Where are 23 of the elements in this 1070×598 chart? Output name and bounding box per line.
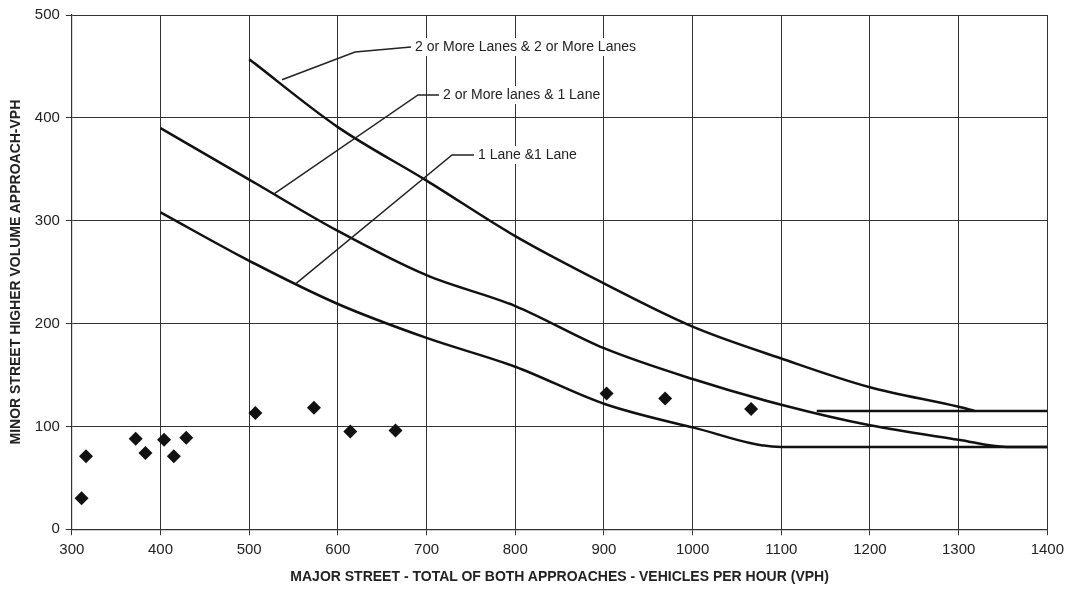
y-tick-label: 500 [34, 5, 60, 23]
annotation: 2 or More Lanes & 2 or More Lanes [415, 37, 637, 54]
x-tick-label: 800 [502, 540, 528, 558]
y-tick-label: 400 [34, 107, 60, 125]
y-tick-label: 300 [34, 210, 60, 228]
annotation: 1 Lane &1 Lane [478, 145, 578, 162]
x-tick-label: 500 [236, 540, 262, 558]
x-tick-label: 300 [59, 540, 85, 558]
x-tick-label: 1000 [675, 540, 710, 558]
y-tick-label: 100 [34, 416, 60, 434]
y-tick-label: 0 [51, 519, 60, 537]
x-tick-label: 700 [414, 540, 440, 558]
x-tick-label: 1400 [1030, 540, 1064, 558]
x-tick-label: 1300 [941, 540, 976, 558]
y-axis-title: MINOR STREET HIGHER VOLUME APPROACH-VPH [7, 99, 24, 445]
annotation: 2 or More lanes & 1 Lane [443, 85, 601, 102]
x-tick-label: 900 [591, 540, 617, 558]
x-tick-label: 1100 [765, 540, 798, 558]
x-tick-label: 600 [325, 540, 351, 558]
x-tick-label: 1200 [853, 540, 887, 558]
x-tick-label: 400 [147, 540, 174, 558]
y-tick-label: 200 [34, 313, 60, 331]
x-axis-title: MAJOR STREET - TOTAL OF BOTH APPROACHES - VEHICLES PER HOUR (VPH) [290, 568, 829, 585]
